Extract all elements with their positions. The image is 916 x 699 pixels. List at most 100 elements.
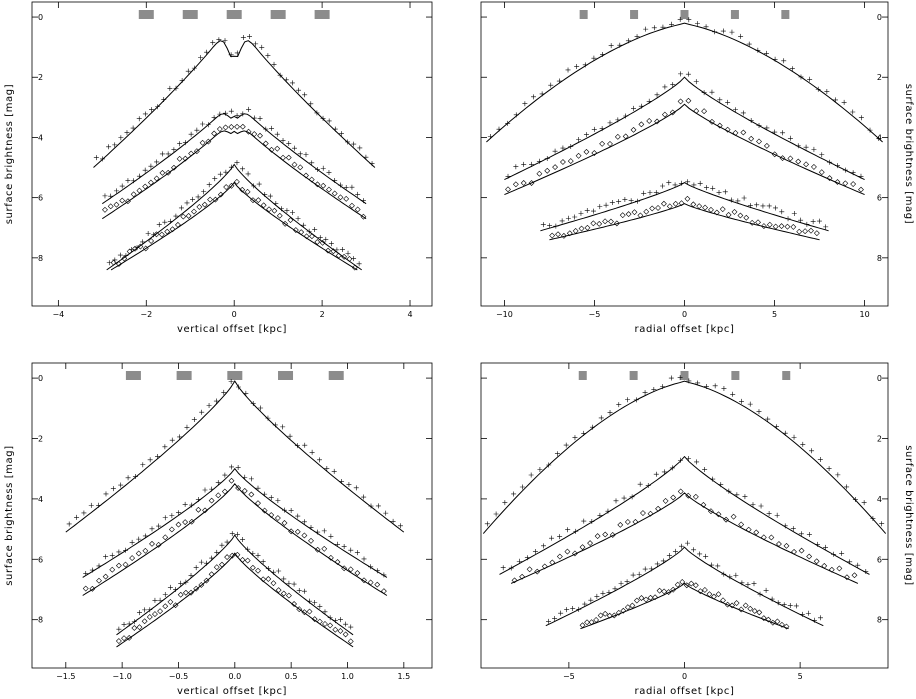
data-point-plus [130, 125, 136, 131]
region-marker [314, 10, 330, 19]
data-point-plus [677, 457, 683, 463]
data-point-plus [694, 21, 700, 27]
data-point-plus [547, 223, 553, 229]
data-point-plus [148, 107, 154, 113]
data-point-plus [739, 580, 745, 586]
data-point-diamond [640, 510, 646, 516]
data-point-diamond [646, 118, 653, 124]
data-point-plus [826, 466, 832, 472]
data-point-diamond [692, 582, 699, 589]
data-point-diamond [222, 124, 229, 131]
data-point-plus [622, 197, 628, 203]
data-point-diamond [248, 491, 255, 498]
x-tick-label: 0 [232, 310, 237, 319]
y-tick-label: 0 [877, 374, 882, 383]
data-point-plus [594, 593, 600, 599]
data-point-diamond [347, 638, 354, 645]
data-point-plus [572, 435, 578, 441]
data-point-diamond [337, 194, 344, 201]
data-point-plus [301, 222, 307, 228]
data-point-plus [312, 599, 318, 605]
y-tick-label: 2 [38, 73, 43, 82]
data-point-diamond [170, 164, 177, 171]
data-point-plus [363, 154, 369, 160]
data-point-diamond [326, 186, 332, 193]
data-point-plus [554, 451, 560, 457]
data-point-diamond [325, 247, 331, 254]
data-point-plus [858, 115, 864, 121]
data-point-plus [666, 180, 672, 186]
data-point-diamond [638, 595, 645, 601]
data-point-plus [353, 485, 359, 491]
data-point-plus [722, 189, 728, 195]
data-point-plus [136, 536, 142, 542]
data-point-plus [685, 71, 691, 77]
data-point-plus [876, 135, 882, 141]
data-point-plus [712, 29, 718, 35]
model-curve [82, 467, 388, 578]
data-point-diamond [142, 547, 149, 554]
data-point-plus [766, 203, 772, 209]
data-point-plus [589, 519, 595, 525]
data-point-plus [222, 38, 228, 44]
data-point-diamond [850, 181, 857, 187]
data-point-diamond [136, 624, 143, 631]
data-point-diamond [602, 531, 609, 538]
region-marker [680, 10, 689, 19]
data-point-plus [653, 190, 659, 196]
data-point-plus [265, 415, 271, 421]
data-point-plus [179, 77, 185, 83]
data-point-diamond [638, 121, 645, 128]
data-point-plus [250, 400, 256, 406]
data-point-diamond [625, 211, 632, 218]
x-tick-label: −5 [589, 310, 601, 319]
data-point-diamond [776, 541, 782, 547]
data-point-diamond [578, 225, 585, 232]
data-point-diamond [148, 238, 155, 244]
data-point-plus [188, 131, 194, 137]
data-point-plus [259, 44, 265, 50]
data-point-diamond [159, 169, 166, 176]
data-point-plus [642, 390, 648, 396]
data-point-plus [151, 232, 157, 238]
model-curve [116, 552, 354, 648]
data-point-plus [746, 41, 752, 47]
data-point-plus [209, 555, 215, 561]
data-point-plus [116, 549, 122, 555]
data-point-plus [763, 50, 769, 56]
model-curve [106, 163, 362, 271]
data-point-plus [763, 587, 769, 593]
data-point-plus [765, 416, 771, 422]
data-point-plus [306, 228, 312, 234]
plot-frame [480, 1, 889, 307]
data-point-plus [234, 50, 240, 56]
data-point-plus [755, 47, 761, 53]
data-point-diamond [152, 611, 158, 617]
data-point-diamond [755, 219, 761, 226]
data-point-plus [118, 135, 124, 141]
data-point-plus [615, 117, 621, 123]
data-point-diamond [276, 212, 283, 219]
data-point-plus [302, 92, 308, 98]
data-point-diamond [749, 219, 756, 226]
data-point-plus [823, 544, 829, 550]
data-point-diamond [275, 587, 282, 594]
data-point-plus [672, 548, 678, 554]
data-point-plus [246, 106, 252, 112]
data-point-diamond [630, 126, 637, 133]
data-point-diamond [280, 154, 286, 161]
data-point-plus [343, 184, 349, 190]
data-point-plus [616, 402, 622, 408]
y-tick-label: 4 [38, 133, 43, 142]
data-point-plus [282, 507, 288, 513]
data-point-diamond [654, 118, 660, 125]
data-point-diamond [700, 501, 707, 508]
data-point-diamond [191, 208, 197, 215]
data-point-plus [182, 501, 188, 507]
data-point-plus [496, 126, 502, 132]
data-point-plus [834, 163, 840, 169]
data-point-diamond [633, 597, 640, 604]
data-point-plus [245, 546, 251, 552]
data-point-diamond [262, 140, 269, 147]
data-point-diamond [119, 197, 126, 204]
